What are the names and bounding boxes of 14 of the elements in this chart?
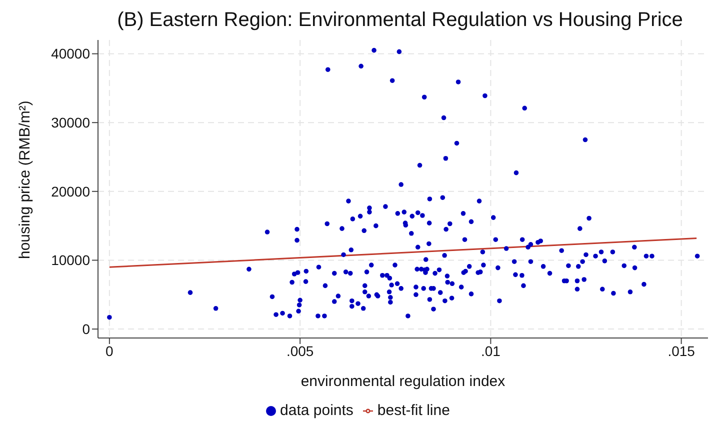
- x-tick-label: .005: [286, 342, 314, 359]
- x-tick-label: .015: [668, 342, 696, 359]
- chart-title: (B) Eastern Region: Environmental Regulation vs Housing Price: [116, 8, 684, 32]
- y-tick-label: 10000: [51, 252, 90, 268]
- legend-label: data points: [280, 402, 354, 419]
- x-axis-title: environmental regulation index: [300, 373, 506, 390]
- y-tick-label: 20000: [51, 183, 90, 200]
- y-axis-title: housing price (RMB/m²): [16, 100, 34, 259]
- y-tick-label: 40000: [51, 46, 90, 62]
- legend-label: best-fit line: [377, 402, 450, 419]
- x-tick-label: .01: [480, 342, 501, 359]
- y-tick-label: 0: [82, 321, 90, 338]
- x-tick-label: 0: [106, 342, 114, 359]
- y-tick-label: 30000: [51, 114, 90, 131]
